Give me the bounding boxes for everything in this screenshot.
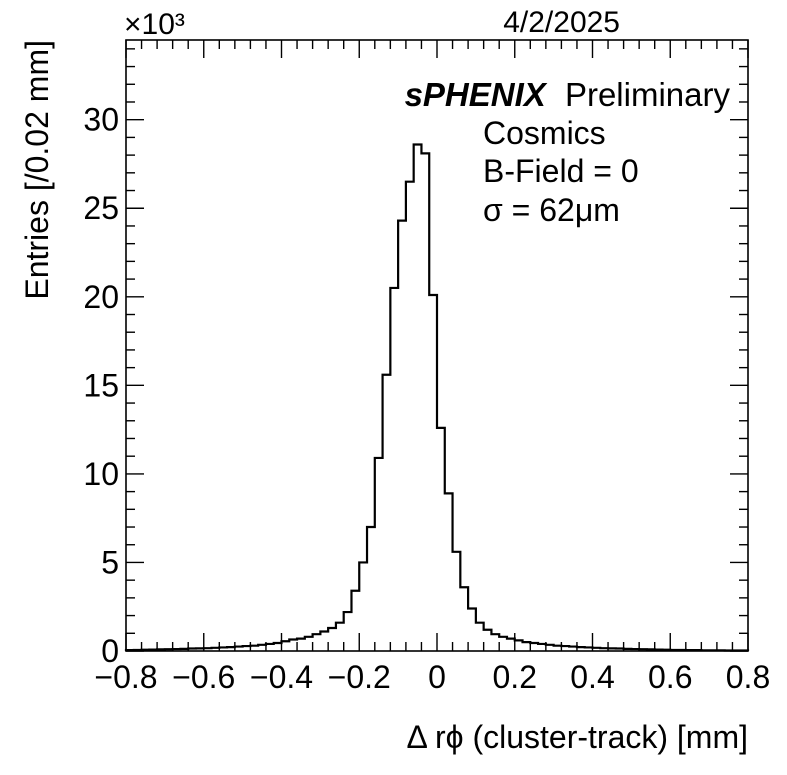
date-label: 4/2/2025 [503,6,620,39]
x-tick-label: −0.6 [172,659,235,695]
x-tick-label: −0.2 [328,659,391,695]
y-tick-label: 20 [83,279,119,315]
y-tick-label: 0 [101,633,119,669]
x-tick-label: 0.6 [648,659,692,695]
annotation-line-4: σ = 62μm [483,192,620,228]
y-tick-label: 5 [101,544,119,580]
y-tick-label: 15 [83,367,119,403]
y-axis-label: Entries [/0.02 mm] [19,40,55,300]
y-tick-label: 30 [83,102,119,138]
x-tick-label: 0.4 [570,659,614,695]
exponent-label: ×10³ [124,8,185,41]
x-tick-label: −0.4 [250,659,313,695]
x-tick-label: 0.8 [726,659,770,695]
histogram-series [124,143,750,652]
y-tick-label: 10 [83,456,119,492]
x-tick-label: 0.2 [493,659,537,695]
x-tick-label: −0.8 [94,659,157,695]
experiment-annotation: sPHENIX Preliminary [405,76,731,113]
status-label: Preliminary [565,76,731,113]
x-tick-labels: −0.8 −0.6 −0.4 −0.2 0 0.2 0.4 0.6 0.8 [94,659,770,695]
y-tick-label: 25 [83,190,119,226]
annotation-line-2: Cosmics [483,115,606,151]
axis-ticks [125,40,749,652]
experiment-name: sPHENIX [405,76,548,113]
y-tick-labels: 0 5 10 15 20 25 30 [83,102,119,669]
annotation-line-3: B-Field = 0 [483,153,639,189]
x-axis-label: Δ rϕ (cluster-track) [mm] [406,719,748,755]
x-tick-label: 0 [428,659,446,695]
